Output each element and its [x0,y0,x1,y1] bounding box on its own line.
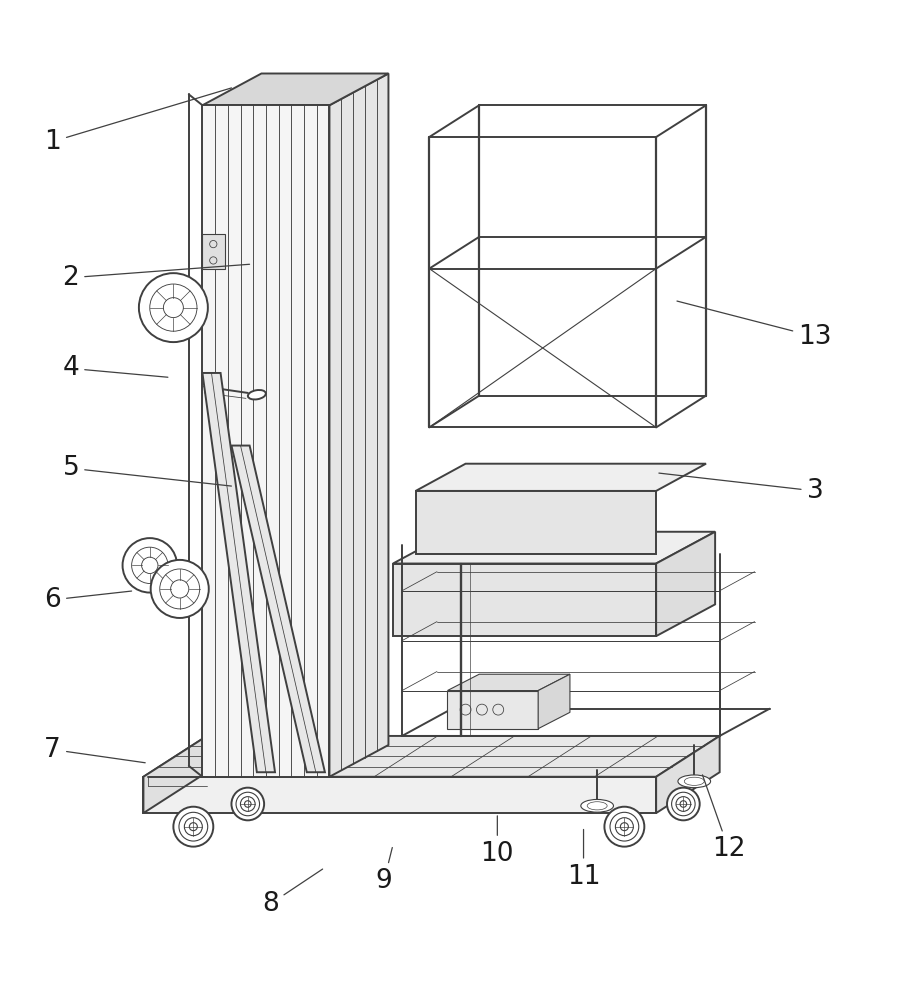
Text: 13: 13 [677,301,832,350]
Text: 7: 7 [45,737,145,763]
Polygon shape [203,74,388,105]
Circle shape [604,807,645,847]
Polygon shape [330,74,388,777]
Ellipse shape [678,775,710,788]
Polygon shape [656,736,719,813]
Text: 5: 5 [62,455,231,486]
Circle shape [122,538,177,593]
Polygon shape [393,564,656,636]
Polygon shape [656,532,715,636]
Text: 10: 10 [480,816,514,867]
Circle shape [173,807,214,847]
Circle shape [151,560,209,618]
Polygon shape [538,674,570,729]
Polygon shape [415,491,656,554]
Polygon shape [393,532,715,564]
Polygon shape [447,691,538,729]
Circle shape [139,273,208,342]
Circle shape [131,547,168,583]
Circle shape [667,788,699,820]
Ellipse shape [684,777,704,785]
Circle shape [676,797,691,811]
Text: 11: 11 [567,829,600,890]
Circle shape [150,284,197,331]
Text: 4: 4 [62,355,168,381]
Circle shape [184,818,203,836]
Text: 6: 6 [45,587,131,613]
Text: 2: 2 [62,264,249,291]
Ellipse shape [581,799,614,812]
Circle shape [171,580,189,598]
Circle shape [236,792,259,816]
Polygon shape [203,234,226,269]
Text: 9: 9 [375,848,393,894]
Circle shape [160,569,200,609]
Circle shape [240,797,255,811]
Circle shape [232,788,264,820]
Text: 8: 8 [262,869,322,917]
Circle shape [615,818,634,836]
Circle shape [680,801,687,807]
Circle shape [245,801,251,807]
Circle shape [189,823,197,831]
Polygon shape [415,464,706,491]
Polygon shape [143,736,207,813]
Text: 12: 12 [702,775,746,862]
Ellipse shape [248,390,266,399]
Circle shape [142,557,158,574]
Circle shape [163,298,184,318]
Polygon shape [143,777,656,813]
Circle shape [610,812,639,841]
Circle shape [179,812,208,841]
Polygon shape [203,105,330,777]
Polygon shape [232,446,325,772]
Circle shape [621,823,628,831]
Polygon shape [203,373,275,772]
Ellipse shape [587,802,607,810]
Text: 1: 1 [45,88,232,155]
Text: 3: 3 [659,473,824,504]
Polygon shape [143,736,719,777]
Circle shape [672,792,695,816]
Polygon shape [447,674,570,691]
